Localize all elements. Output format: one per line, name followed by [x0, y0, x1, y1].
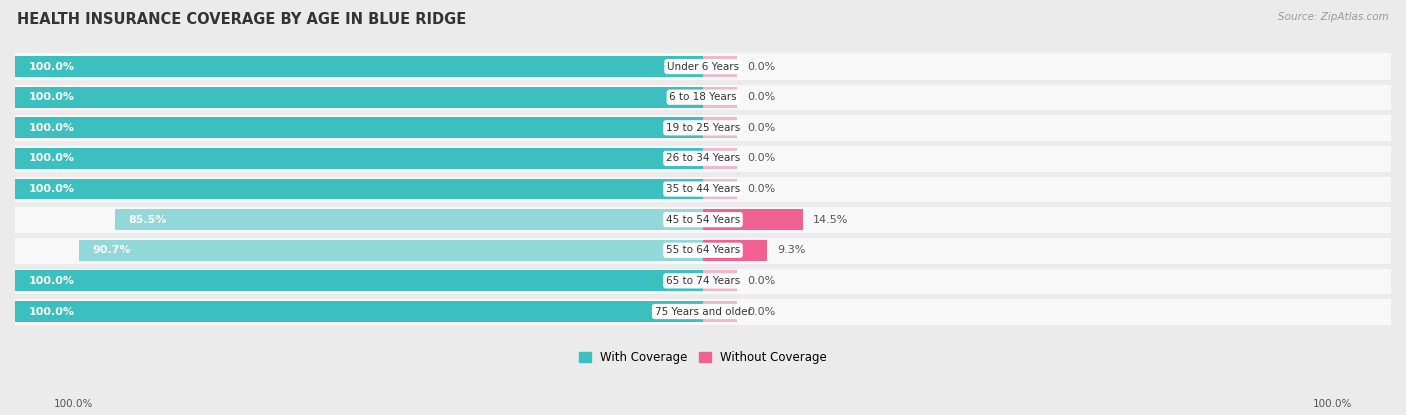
Bar	[15, 117, 703, 138]
Text: 0.0%: 0.0%	[748, 184, 776, 194]
Bar	[703, 271, 737, 291]
Text: 0.0%: 0.0%	[748, 154, 776, 164]
Bar	[15, 206, 1391, 233]
Text: Under 6 Years: Under 6 Years	[666, 61, 740, 71]
Text: 100.0%: 100.0%	[28, 123, 75, 133]
Text: 75 Years and older: 75 Years and older	[655, 307, 751, 317]
Text: 0.0%: 0.0%	[748, 276, 776, 286]
Text: 0.0%: 0.0%	[748, 307, 776, 317]
Text: 100.0%: 100.0%	[28, 307, 75, 317]
Text: Source: ZipAtlas.com: Source: ZipAtlas.com	[1278, 12, 1389, 22]
Text: HEALTH INSURANCE COVERAGE BY AGE IN BLUE RIDGE: HEALTH INSURANCE COVERAGE BY AGE IN BLUE…	[17, 12, 467, 27]
Text: 19 to 25 Years: 19 to 25 Years	[666, 123, 740, 133]
Text: 14.5%: 14.5%	[813, 215, 848, 225]
Bar	[15, 298, 1391, 325]
Text: 100.0%: 100.0%	[28, 184, 75, 194]
Text: 45 to 54 Years: 45 to 54 Years	[666, 215, 740, 225]
Bar	[15, 267, 1391, 295]
Text: 100.0%: 100.0%	[28, 92, 75, 102]
Bar	[703, 301, 737, 322]
Bar	[15, 178, 703, 200]
Bar	[703, 178, 737, 200]
Bar	[15, 56, 703, 77]
Bar	[15, 271, 703, 291]
Bar	[15, 114, 1391, 142]
Text: 35 to 44 Years: 35 to 44 Years	[666, 184, 740, 194]
Legend: With Coverage, Without Coverage: With Coverage, Without Coverage	[574, 347, 832, 369]
Text: 65 to 74 Years: 65 to 74 Years	[666, 276, 740, 286]
Bar	[15, 87, 703, 107]
Bar	[15, 301, 703, 322]
Text: 26 to 34 Years: 26 to 34 Years	[666, 154, 740, 164]
Bar	[15, 145, 1391, 172]
Bar	[703, 209, 803, 230]
Bar	[703, 148, 737, 169]
Text: 100.0%: 100.0%	[28, 61, 75, 71]
Bar	[15, 148, 703, 169]
Text: 100.0%: 100.0%	[1313, 399, 1353, 409]
Bar	[79, 240, 703, 261]
Text: 6 to 18 Years: 6 to 18 Years	[669, 92, 737, 102]
Text: 9.3%: 9.3%	[778, 245, 806, 255]
Text: 0.0%: 0.0%	[748, 92, 776, 102]
Bar	[703, 240, 768, 261]
Text: 100.0%: 100.0%	[28, 154, 75, 164]
Text: 100.0%: 100.0%	[53, 399, 93, 409]
Bar	[15, 53, 1391, 81]
Bar	[703, 117, 737, 138]
Bar	[15, 175, 1391, 203]
Text: 0.0%: 0.0%	[748, 61, 776, 71]
Bar	[703, 56, 737, 77]
Text: 90.7%: 90.7%	[93, 245, 131, 255]
Bar	[15, 83, 1391, 111]
Text: 0.0%: 0.0%	[748, 123, 776, 133]
Bar	[703, 87, 737, 107]
Bar	[115, 209, 703, 230]
Text: 100.0%: 100.0%	[28, 276, 75, 286]
Text: 55 to 64 Years: 55 to 64 Years	[666, 245, 740, 255]
Text: 85.5%: 85.5%	[128, 215, 167, 225]
Bar	[15, 237, 1391, 264]
